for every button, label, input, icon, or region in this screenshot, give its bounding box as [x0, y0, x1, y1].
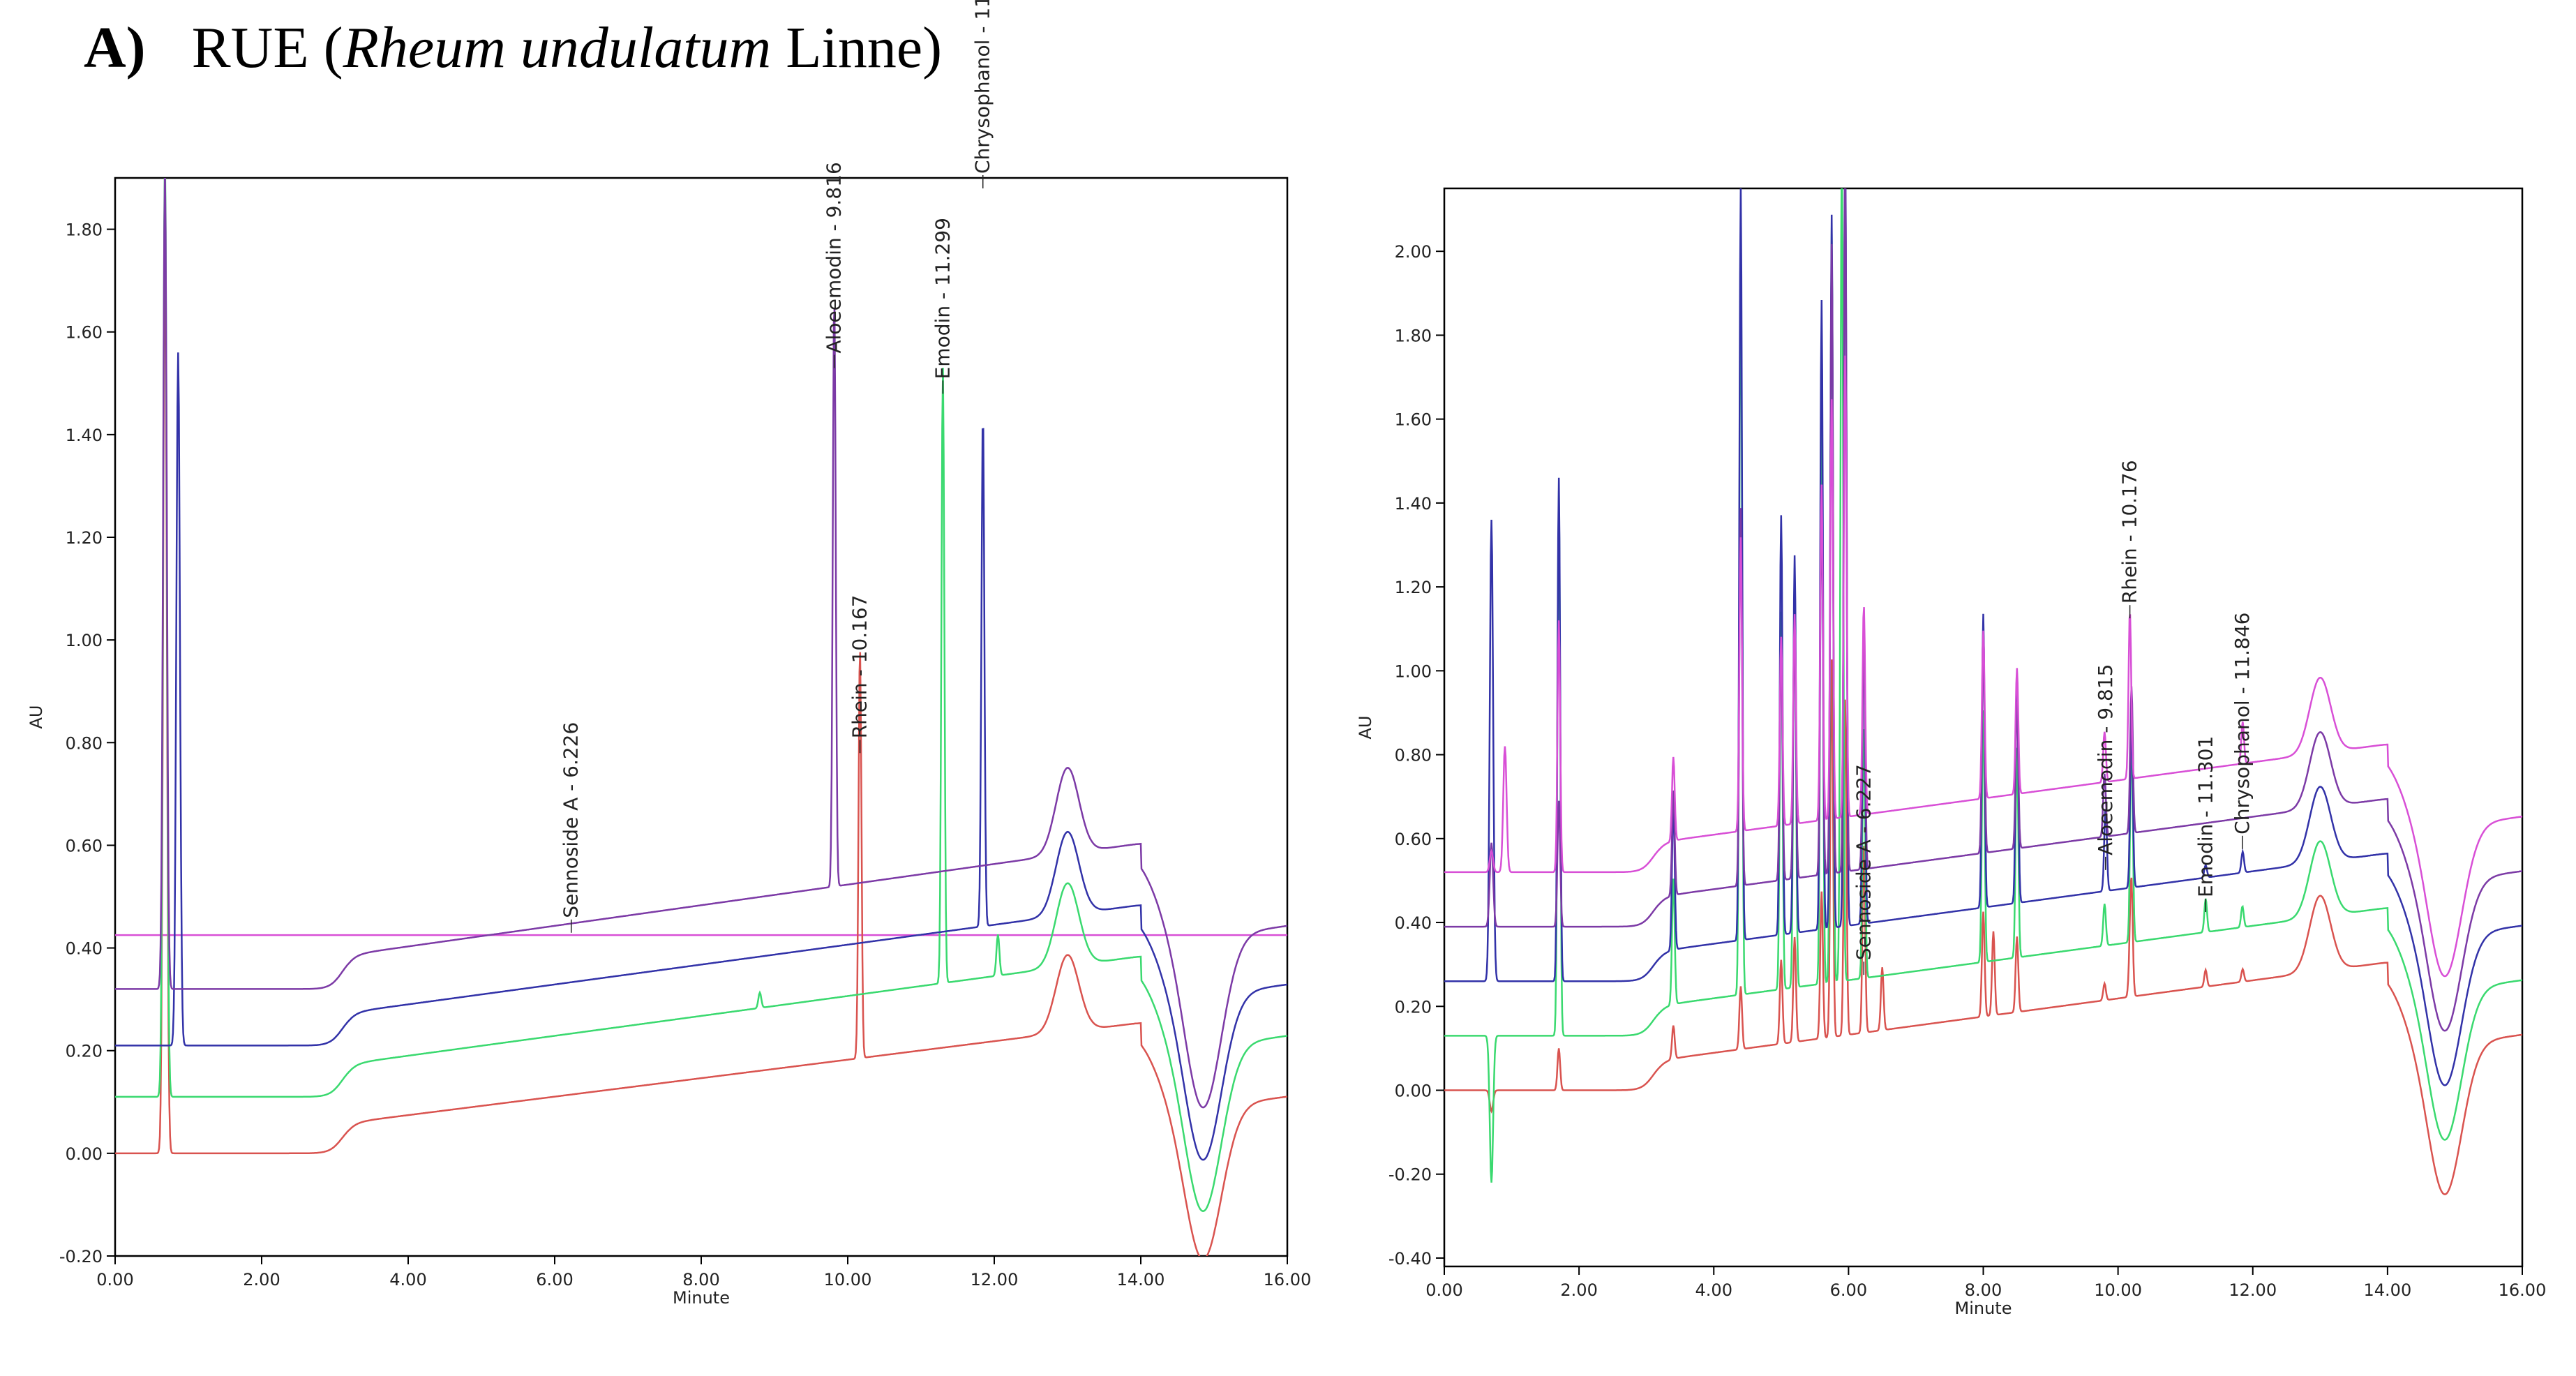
- peak-label: Emodin - 11.299: [931, 218, 954, 379]
- figure-title: A) RUE (Rheum undulatum Linne): [84, 14, 942, 98]
- y-tick-label: 0.00: [1395, 1082, 1432, 1101]
- x-tick-label: 0.00: [1425, 1280, 1462, 1300]
- y-tick-label: 1.40: [66, 426, 103, 445]
- y-axis-label: AU: [1356, 716, 1375, 740]
- title-species: Rheum undulatum: [343, 15, 772, 80]
- x-tick-label: 16.00: [1264, 1270, 1312, 1289]
- traces-group: [1444, 188, 2522, 1195]
- peak-label: Rhein - 10.167: [848, 594, 871, 738]
- x-tick-label: 4.00: [1695, 1280, 1732, 1300]
- y-axis-label: AU: [27, 705, 46, 729]
- x-tick-label: 12.00: [971, 1270, 1019, 1289]
- x-tick-label: 8.00: [682, 1270, 719, 1289]
- series-line-trace-4: [1444, 188, 2522, 1032]
- x-tick-label: 16.00: [2499, 1280, 2547, 1300]
- peak-label: Chrysophanol - 11.845: [971, 0, 994, 174]
- y-tick-label: 1.80: [1395, 326, 1432, 345]
- y-tick-label: -0.20: [59, 1247, 103, 1266]
- x-tick-label: 14.00: [1117, 1270, 1165, 1289]
- chromatogram-left: -0.20 0.00 0.20 0.40 0.60 0.80 1.00 1.20 1.40 1.6…: [27, 0, 1312, 1308]
- y-tick-label: 1.40: [1395, 494, 1432, 514]
- x-tick-label: 14.00: [2364, 1280, 2412, 1300]
- series-line-trace-3: [115, 352, 1287, 1161]
- y-tick-label: 2.00: [1395, 242, 1432, 262]
- y-tick-label: 1.60: [1395, 410, 1432, 430]
- x-tick-label: 2.00: [1560, 1280, 1597, 1300]
- title-suffix: Linne): [771, 15, 943, 80]
- y-tick-label: 1.00: [66, 631, 103, 650]
- y-tick-label: -0.40: [1388, 1249, 1432, 1269]
- peak-label: Sennoside A - 6.226: [560, 722, 583, 918]
- figure-label: A): [84, 15, 146, 80]
- title-prefix: RUE (: [191, 15, 343, 80]
- peak-label: Aloeemodin - 9.815: [2094, 664, 2117, 855]
- x-tick-label: 10.00: [824, 1270, 872, 1289]
- series-line-trace-1: [115, 229, 1287, 1256]
- series-line-trace-2: [115, 178, 1287, 1212]
- y-tick-label: 1.00: [1395, 661, 1432, 681]
- peak-label: Emodin - 11.301: [2194, 736, 2217, 897]
- peak-label: Aloeemodin - 9.816: [823, 162, 846, 353]
- peak-label: Chrysophanol - 11.846: [2231, 612, 2254, 834]
- y-tick-label: 0.20: [66, 1042, 103, 1061]
- y-tick-label: 0.40: [1395, 913, 1432, 933]
- x-tick-label: 4.00: [389, 1270, 426, 1289]
- x-tick-label: 8.00: [1965, 1280, 2002, 1300]
- traces-group: [115, 178, 1287, 1256]
- y-tick-label: 1.20: [1395, 578, 1432, 597]
- x-tick-label: 2.00: [243, 1270, 280, 1289]
- y-tick-label: 0.80: [66, 733, 103, 753]
- x-tick-label: 12.00: [2229, 1280, 2277, 1300]
- x-tick-label: 0.00: [96, 1270, 133, 1289]
- y-tick-label: 0.20: [1395, 997, 1432, 1017]
- series-line-trace-3: [1444, 188, 2522, 1086]
- y-tick-label: 0.00: [66, 1144, 103, 1164]
- y-tick-label: 0.40: [66, 939, 103, 959]
- series-line-trace-5: [1444, 355, 2522, 978]
- y-tick-label: 1.80: [66, 220, 103, 240]
- y-tick-label: 0.80: [1395, 746, 1432, 765]
- y-tick-label: 1.60: [66, 323, 103, 343]
- x-axis-label: Minute: [673, 1288, 730, 1308]
- series-line-trace-2: [1444, 188, 2522, 1183]
- series-line-trace-4: [115, 178, 1287, 1109]
- peak-label: Sennoside A - 6.227: [1852, 764, 1875, 960]
- y-tick-label: 0.60: [1395, 830, 1432, 849]
- x-tick-label: 6.00: [536, 1270, 573, 1289]
- y-tick-label: 1.20: [66, 528, 103, 548]
- x-tick-label: 6.00: [1830, 1280, 1867, 1300]
- peak-label: Rhein - 10.176: [2118, 460, 2141, 604]
- y-tick-label: 0.60: [66, 836, 103, 855]
- series-line-trace-1: [1444, 659, 2522, 1195]
- x-tick-label: 10.00: [2094, 1280, 2142, 1300]
- y-tick-label: -0.20: [1388, 1165, 1432, 1185]
- x-axis-label: Minute: [1955, 1299, 2012, 1318]
